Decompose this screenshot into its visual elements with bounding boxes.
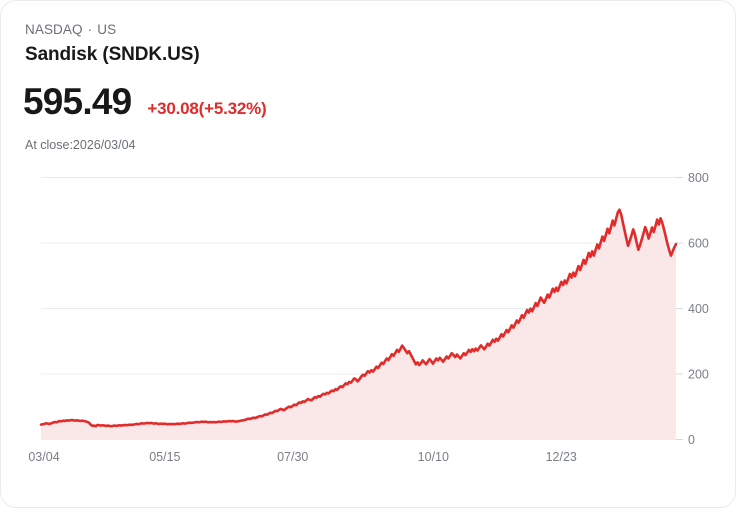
x-axis-tick-label: 07/30 bbox=[277, 450, 308, 464]
exchange-separator: · bbox=[87, 22, 93, 37]
y-axis-tick-label: 800 bbox=[688, 171, 709, 185]
y-axis-tick-label: 600 bbox=[688, 237, 709, 251]
x-axis-tick-label: 10/10 bbox=[418, 450, 449, 464]
y-axis-tick-label: 400 bbox=[688, 302, 709, 316]
x-axis-labels: 03/04 05/15 07/30 10/10 12/23 bbox=[28, 450, 577, 464]
x-axis-tick-label: 03/04 bbox=[28, 450, 59, 464]
current-price: 595.49 bbox=[23, 81, 132, 122]
x-axis-tick-label: 12/23 bbox=[546, 450, 577, 464]
quote-header: NASDAQ · US Sandisk (SNDK.US) bbox=[25, 21, 711, 67]
price-chart[interactable]: 0 200 400 600 800 03/04 05/15 07/30 10/10 12/23 bbox=[1, 161, 736, 481]
price-row: 595.49 +30.08(+5.32%) bbox=[23, 81, 267, 123]
page-title: Sandisk (SNDK.US) bbox=[25, 44, 200, 65]
close-timestamp: At close:2026/03/04 bbox=[25, 138, 136, 152]
price-chart-svg[interactable]: 0 200 400 600 800 03/04 05/15 07/30 10/10 12/23 bbox=[1, 161, 736, 481]
region-code: US bbox=[97, 22, 117, 37]
y-axis-tick-label: 200 bbox=[688, 368, 709, 382]
exchange-name: NASDAQ bbox=[25, 22, 83, 37]
price-change: +30.08(+5.32%) bbox=[147, 99, 267, 118]
chart-tickmarks bbox=[676, 177, 683, 440]
y-axis-labels: 0 200 400 600 800 bbox=[688, 171, 709, 447]
x-axis-tick-label: 05/15 bbox=[149, 450, 180, 464]
chart-line bbox=[39, 208, 678, 428]
exchange-line: NASDAQ · US bbox=[25, 21, 711, 39]
y-axis-tick-label: 0 bbox=[688, 433, 695, 447]
chart-area-fill bbox=[41, 209, 676, 439]
